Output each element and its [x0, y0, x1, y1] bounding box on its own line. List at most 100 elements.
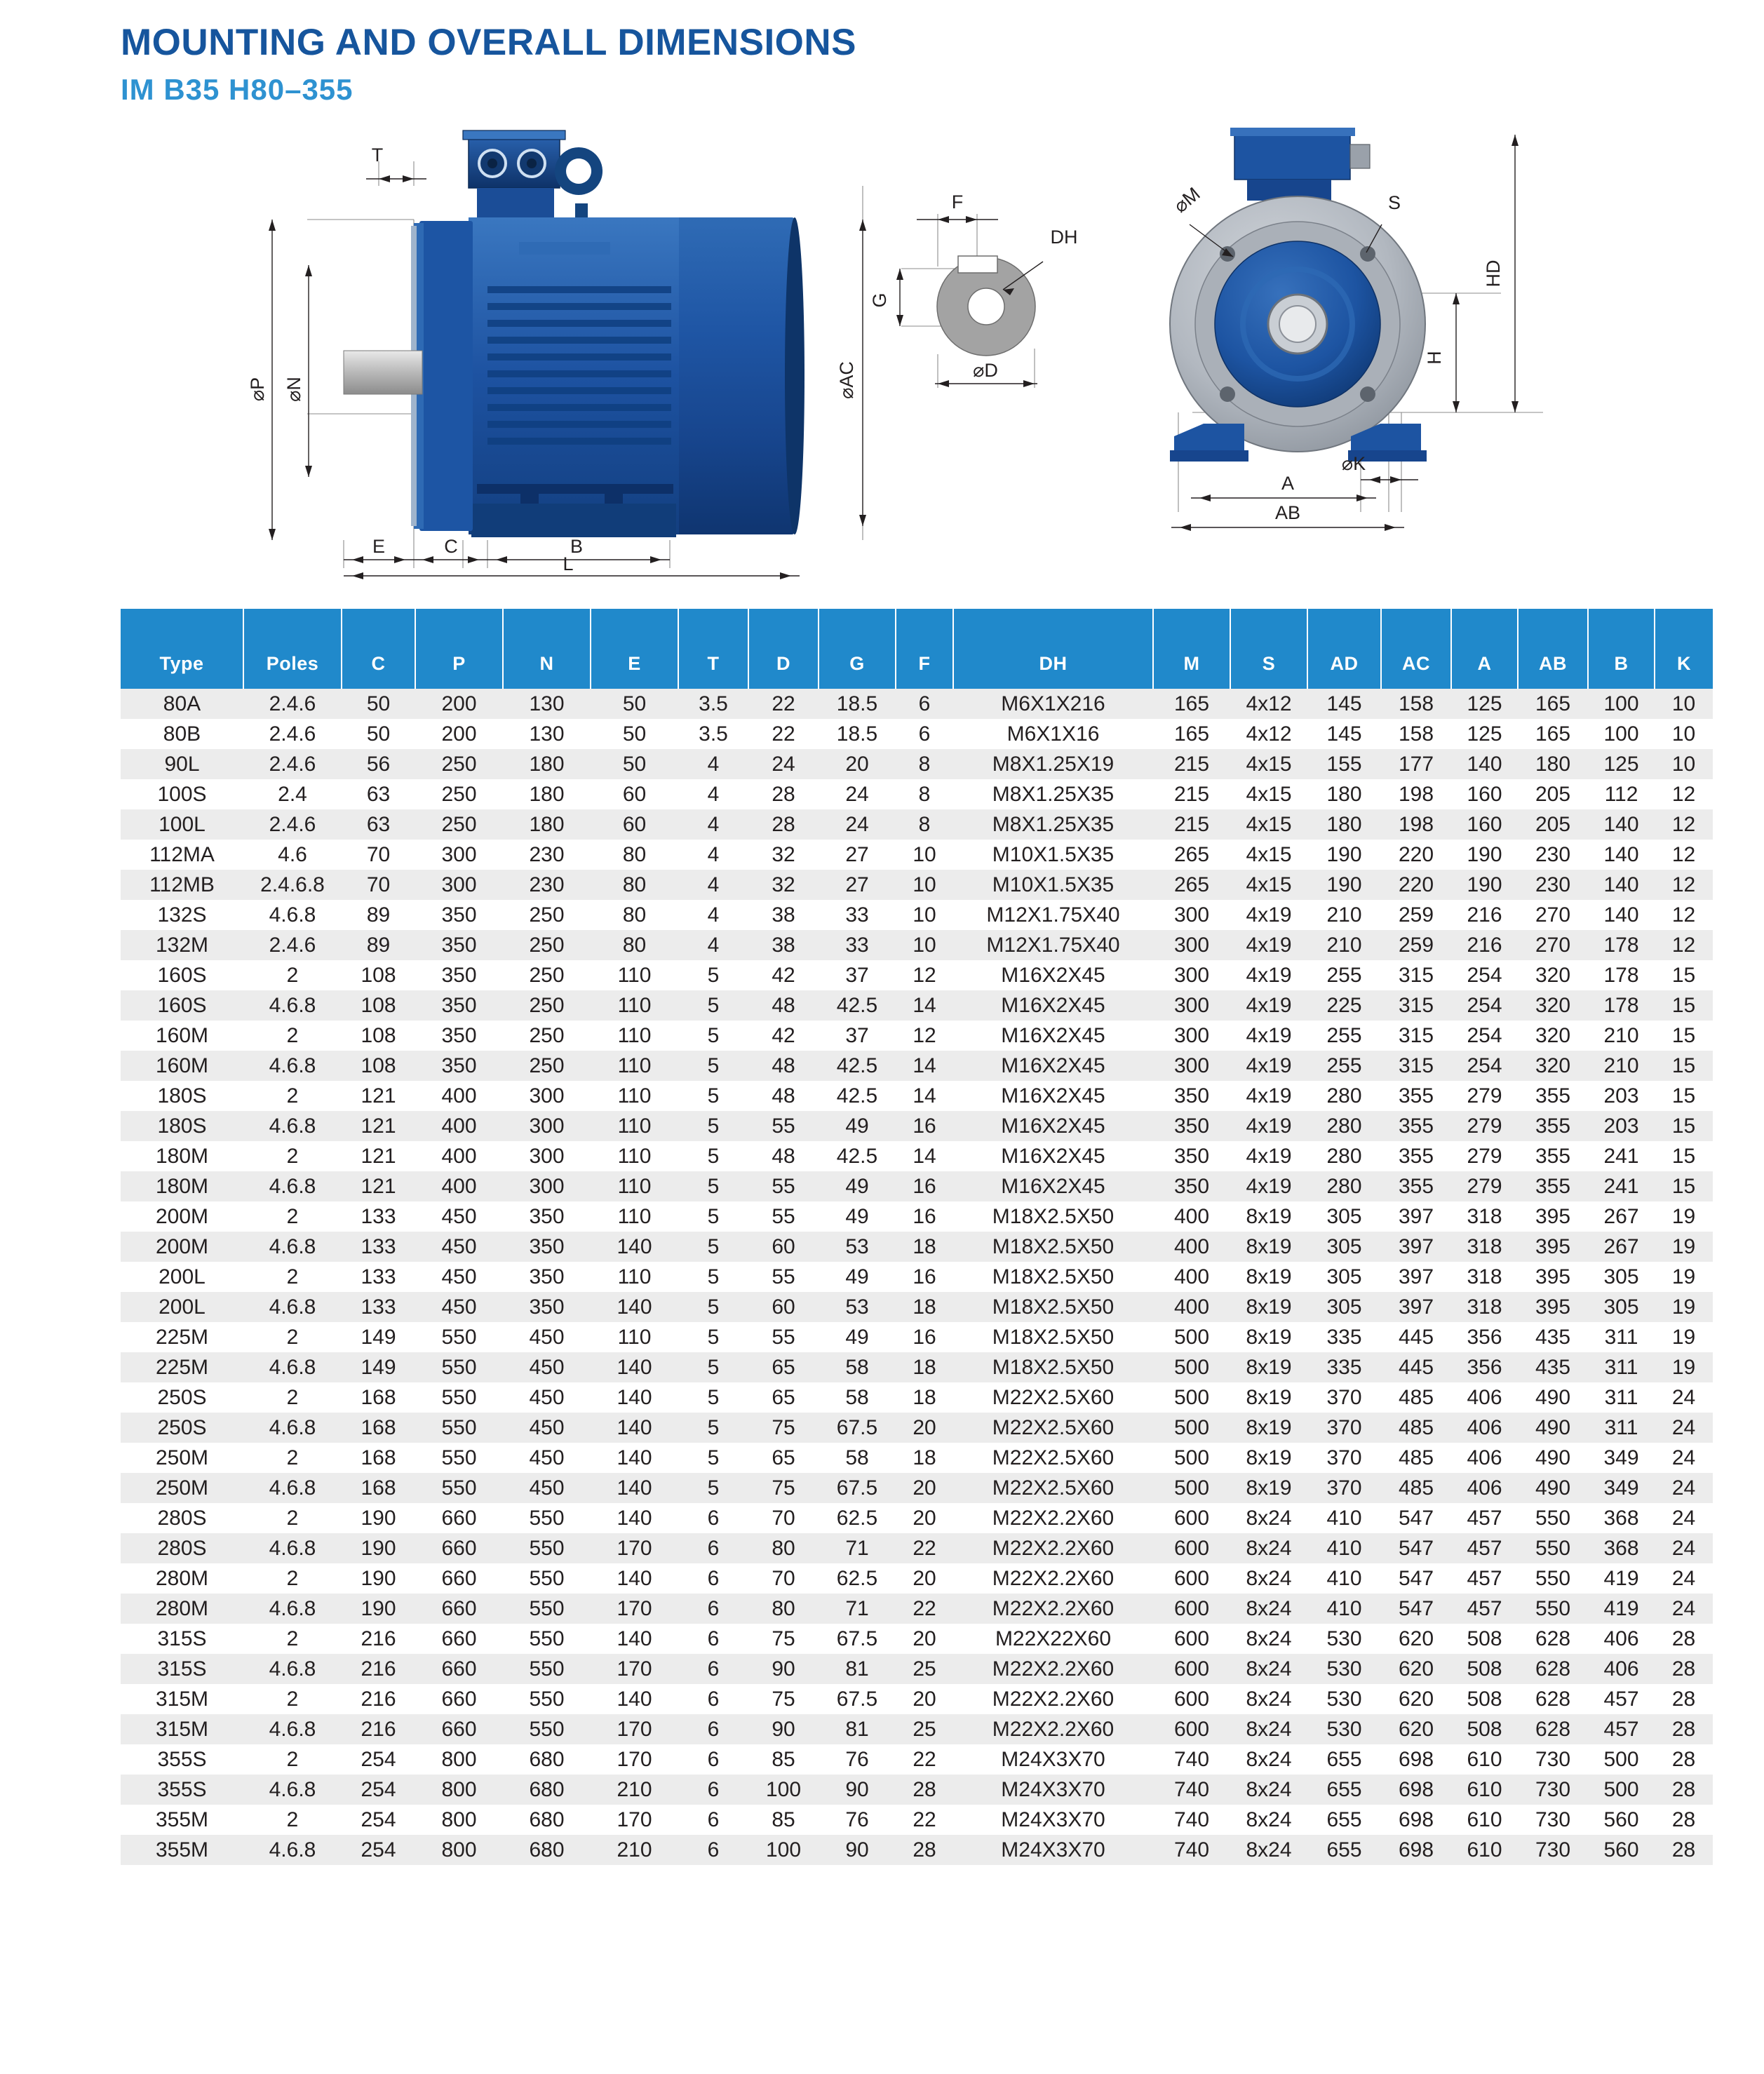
cell-g: 33 — [819, 930, 896, 960]
cell-ab: 435 — [1518, 1322, 1588, 1352]
cell-k: 10 — [1655, 719, 1713, 749]
cell-type: 100S — [121, 779, 243, 809]
cell-f: 20 — [896, 1563, 953, 1594]
cell-t: 6 — [678, 1654, 748, 1684]
motor-end-view-drawing: ⌀M S HD H ⌀K A AB — [1150, 119, 1592, 582]
cell-e: 110 — [591, 990, 678, 1021]
label-N: ⌀N — [283, 377, 304, 402]
cell-ad: 305 — [1307, 1262, 1381, 1292]
cell-f: 18 — [896, 1382, 953, 1413]
cell-poles: 4.6.8 — [243, 1775, 342, 1805]
cell-ab: 395 — [1518, 1262, 1588, 1292]
cell-p: 660 — [415, 1714, 503, 1744]
cell-t: 5 — [678, 1443, 748, 1473]
cell-k: 19 — [1655, 1292, 1713, 1322]
cell-dh: M22X2.5X60 — [953, 1413, 1153, 1443]
cell-t: 5 — [678, 1171, 748, 1201]
column-header-poles: Poles — [243, 609, 342, 689]
cell-m: 300 — [1153, 990, 1230, 1021]
cell-ac: 355 — [1381, 1111, 1451, 1141]
cell-e: 60 — [591, 779, 678, 809]
cell-d: 42 — [748, 1021, 819, 1051]
cell-s: 8x24 — [1230, 1744, 1307, 1775]
cell-ab: 180 — [1518, 749, 1588, 779]
cell-dh: M10X1.5X35 — [953, 840, 1153, 870]
cell-e: 110 — [591, 1322, 678, 1352]
cell-k: 15 — [1655, 1051, 1713, 1081]
cell-a: 318 — [1451, 1292, 1518, 1322]
cell-a: 610 — [1451, 1835, 1518, 1865]
cell-g: 18.5 — [819, 719, 896, 749]
cell-e: 110 — [591, 1021, 678, 1051]
cell-b: 560 — [1588, 1805, 1655, 1835]
cell-k: 28 — [1655, 1835, 1713, 1865]
cell-s: 4x19 — [1230, 960, 1307, 990]
cell-poles: 2 — [243, 1262, 342, 1292]
cell-type: 280M — [121, 1594, 243, 1624]
table-row: 80A 2.4.6 50 200 130 50 3.5 22 18.5 6 M6X1X216 165 4… — [121, 689, 1713, 719]
cell-dh: M10X1.5X35 — [953, 870, 1153, 900]
cell-p: 450 — [415, 1232, 503, 1262]
cell-e: 140 — [591, 1473, 678, 1503]
cell-b: 311 — [1588, 1352, 1655, 1382]
cell-dh: M18X2.5X50 — [953, 1322, 1153, 1352]
motor-side-view-drawing: T ⌀P ⌀N ⌀AC E C B L — [245, 119, 877, 582]
table-row: 200M 2 133 450 350 110 5 55 49 16 M18X2.5X50 400 8x1… — [121, 1201, 1713, 1232]
cell-m: 600 — [1153, 1594, 1230, 1624]
cell-ac: 259 — [1381, 930, 1451, 960]
cell-p: 400 — [415, 1111, 503, 1141]
cell-p: 660 — [415, 1563, 503, 1594]
cell-b: 500 — [1588, 1775, 1655, 1805]
cell-p: 550 — [415, 1352, 503, 1382]
cell-type: 180M — [121, 1171, 243, 1201]
cell-t: 6 — [678, 1684, 748, 1714]
cell-e: 80 — [591, 870, 678, 900]
cell-poles: 2.4.6 — [243, 749, 342, 779]
cell-s: 4x19 — [1230, 900, 1307, 930]
cell-poles: 4.6.8 — [243, 1171, 342, 1201]
cell-p: 200 — [415, 719, 503, 749]
cell-t: 4 — [678, 870, 748, 900]
cell-c: 149 — [342, 1352, 415, 1382]
cell-p: 350 — [415, 960, 503, 990]
cell-type: 355S — [121, 1775, 243, 1805]
cell-ab: 490 — [1518, 1443, 1588, 1473]
cell-n: 450 — [503, 1382, 591, 1413]
cell-g: 49 — [819, 1201, 896, 1232]
cell-n: 450 — [503, 1413, 591, 1443]
cell-m: 500 — [1153, 1413, 1230, 1443]
cell-ac: 198 — [1381, 809, 1451, 840]
table-row: 160S 4.6.8 108 350 250 110 5 48 42.5 14 M16X2X45 30… — [121, 990, 1713, 1021]
table-row: 315S 2 216 660 550 140 6 75 67.5 20 M22X22X60 600 8x… — [121, 1624, 1713, 1654]
cell-c: 121 — [342, 1141, 415, 1171]
cell-k: 15 — [1655, 960, 1713, 990]
cell-ab: 355 — [1518, 1111, 1588, 1141]
cell-ac: 315 — [1381, 960, 1451, 990]
cell-a: 140 — [1451, 749, 1518, 779]
cell-t: 5 — [678, 1352, 748, 1382]
cell-type: 80A — [121, 689, 243, 719]
cell-f: 28 — [896, 1775, 953, 1805]
cell-ac: 158 — [1381, 719, 1451, 749]
cell-d: 85 — [748, 1805, 819, 1835]
cell-poles: 2 — [243, 1503, 342, 1533]
cell-ac: 698 — [1381, 1805, 1451, 1835]
cell-b: 100 — [1588, 689, 1655, 719]
cell-f: 22 — [896, 1744, 953, 1775]
cell-type: 280S — [121, 1533, 243, 1563]
cell-dh: M8X1.25X19 — [953, 749, 1153, 779]
cell-b: 125 — [1588, 749, 1655, 779]
cell-n: 550 — [503, 1563, 591, 1594]
cell-ac: 397 — [1381, 1262, 1451, 1292]
cell-ab: 320 — [1518, 1051, 1588, 1081]
cell-t: 5 — [678, 1292, 748, 1322]
cell-ac: 397 — [1381, 1201, 1451, 1232]
cell-d: 90 — [748, 1714, 819, 1744]
cell-g: 49 — [819, 1171, 896, 1201]
table-row: 315S 4.6.8 216 660 550 170 6 90 81 25 M22X2.2X60 60… — [121, 1654, 1713, 1684]
cell-ac: 198 — [1381, 779, 1451, 809]
cell-t: 6 — [678, 1503, 748, 1533]
cell-b: 311 — [1588, 1382, 1655, 1413]
cell-dh: M24X3X70 — [953, 1775, 1153, 1805]
cell-n: 450 — [503, 1322, 591, 1352]
